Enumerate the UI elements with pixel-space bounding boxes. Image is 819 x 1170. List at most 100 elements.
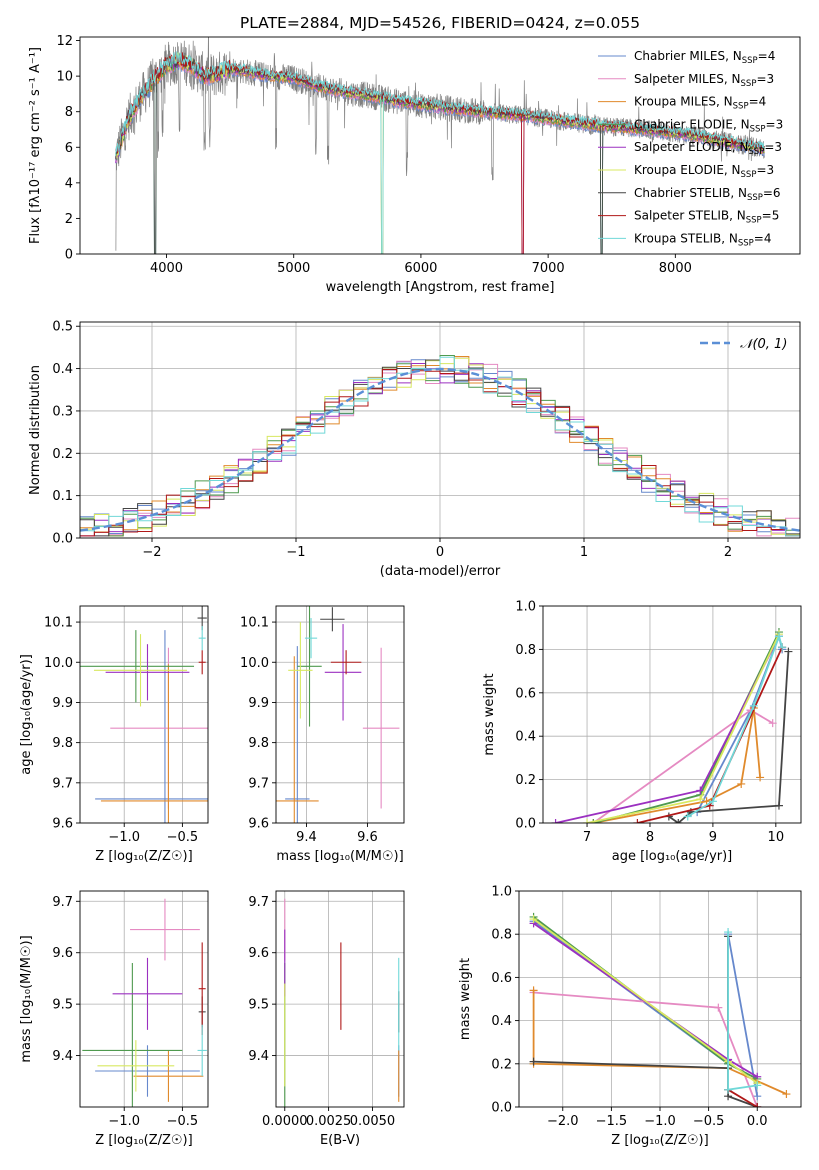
data-point <box>80 630 195 703</box>
data-point <box>100 664 208 823</box>
legend-label-text: Chabrier MILES, N <box>634 49 742 63</box>
legend-label-text: Salpeter MILES, N <box>634 72 741 86</box>
y-tick-label: 9.7 <box>248 776 269 791</box>
legend-label-text: Kroupa ELODIE, N <box>634 163 741 177</box>
x-tick-label: −0.5 <box>693 1114 725 1129</box>
weight-series <box>589 628 783 823</box>
data-point <box>297 606 322 727</box>
x-tick-label: 9.6 <box>357 830 378 845</box>
plot-area <box>80 606 208 823</box>
x-tick-label: 9 <box>709 830 717 845</box>
data-point <box>133 1050 204 1102</box>
y-tick-label: 0.2 <box>491 1057 512 1072</box>
legend-label: Chabrier MILES, NSSP=4 <box>634 49 775 66</box>
weight-series <box>724 928 762 1094</box>
legend-label-suffix: =4 <box>749 95 767 109</box>
x-tick-label: 0.0 <box>747 1114 768 1129</box>
legend-label-sub: SSP <box>738 238 754 248</box>
legend-label-suffix: =3 <box>756 163 774 177</box>
legend-label-sub: SSP <box>748 147 764 157</box>
x-tick-label: 8 <box>646 830 654 845</box>
weight-series <box>583 630 783 823</box>
x-tick-label: −2 <box>142 545 161 560</box>
x-tick-label: −1.0 <box>644 1114 676 1129</box>
weight-series <box>664 647 793 823</box>
x-tick-label: −0.5 <box>167 830 199 845</box>
weight-marker <box>782 1090 791 1099</box>
plot-area <box>115 37 765 254</box>
y-axis-label: mass weight <box>482 673 497 755</box>
legend-label-sub: SSP <box>741 79 757 89</box>
x-axis-label: Z [log₁₀(Z/Z☉)] <box>95 1133 192 1148</box>
x-tick-label: 7000 <box>532 261 565 276</box>
y-tick-label: 4 <box>65 176 73 191</box>
x-tick-label: 0.0025 <box>306 1114 352 1129</box>
data-point <box>197 1024 207 1077</box>
y-tick-label: 9.9 <box>248 696 269 711</box>
weight-marker <box>784 647 793 656</box>
data-point <box>276 656 319 823</box>
legend-label-sub: SSP <box>741 170 757 180</box>
data-point <box>95 630 208 823</box>
legend-label: Salpeter STELIB, NSSP=5 <box>634 209 779 226</box>
weight-marker <box>753 1081 762 1090</box>
legend-label-suffix: =3 <box>756 72 774 86</box>
y-tick-label: 0.4 <box>52 362 73 377</box>
x-axis-label: Z [log₁₀(Z/Z☉)] <box>611 1133 708 1148</box>
weight-marker <box>708 797 717 806</box>
y-axis-label: Normed distribution <box>28 365 43 495</box>
y-tick-label: 10.1 <box>44 616 73 631</box>
legend-label-text: Salpeter ELODIE, N <box>634 140 748 154</box>
legend-label: Kroupa MILES, NSSP=4 <box>634 95 766 112</box>
x-axis-label: wavelength [Angstrom, rest frame] <box>326 280 555 295</box>
plot-area <box>276 606 404 823</box>
y-tick-label: 9.6 <box>248 817 269 832</box>
legend-label-sub: SSP <box>746 216 762 226</box>
panel-age-vs-Z: −1.0 −0.5 9.6 9.7 9.8 9.9 10.0 10.1 Z [log₁₀(Z/Z… <box>19 605 209 864</box>
axes-frame <box>79 890 209 1108</box>
panel-spectrum: 4000 5000 6000 7000 8000 0 2 4 6 8 10 12 wavelength … <box>28 14 801 295</box>
legend-label-sub: SSP <box>742 56 758 66</box>
y-axis-label: mass [log₁₀(M/M☉)] <box>19 935 34 1062</box>
x-tick-label: 9.4 <box>296 830 317 845</box>
weight-series <box>551 632 783 823</box>
panel-age-vs-mass: 9.4 9.6 9.6 9.7 9.8 9.9 10.0 10.1 mass [log₁₀(M/… <box>240 605 405 864</box>
weight-marker <box>529 1057 538 1066</box>
y-tick-label: 0.2 <box>52 447 73 462</box>
y-tick-label: 0.1 <box>52 489 73 504</box>
y-tick-label: 6 <box>65 141 73 156</box>
weight-marker <box>589 819 598 823</box>
weight-marker <box>737 779 746 788</box>
legend-label-suffix: =3 <box>764 140 782 154</box>
axes-frame <box>79 605 209 824</box>
weight-marker <box>529 915 538 924</box>
y-tick-label: 0.6 <box>515 686 536 701</box>
data-point <box>324 624 362 721</box>
weight-marker <box>683 812 692 821</box>
y-tick-label: 9.4 <box>248 1049 269 1064</box>
y-tick-label: 9.8 <box>248 736 269 751</box>
y-tick-label: 0.4 <box>515 730 536 745</box>
y-tick-label: 9.7 <box>248 895 269 910</box>
y-axis-label: Flux [fλ10⁻¹⁷ erg cm⁻² s⁻¹ A⁻¹] <box>28 47 43 244</box>
weight-marker <box>749 701 758 710</box>
y-tick-label: 9.6 <box>52 817 73 832</box>
y-tick-label: 9.7 <box>52 776 73 791</box>
weight-marker <box>778 643 787 652</box>
legend-label: 𝒩(0, 1) <box>740 337 787 352</box>
x-tick-label: 4000 <box>150 261 183 276</box>
x-tick-label: 0 <box>436 545 444 560</box>
data-point <box>93 634 188 707</box>
data-point <box>198 626 206 651</box>
weight-marker <box>753 1103 762 1107</box>
y-tick-label: 12 <box>56 34 73 49</box>
legend-label: Kroupa STELIB, NSSP=4 <box>634 231 772 248</box>
plot-area <box>80 891 208 1107</box>
legend-label-suffix: =4 <box>758 49 776 63</box>
y-tick-label: 0.0 <box>491 1101 512 1116</box>
plot-area <box>519 891 801 1107</box>
weight-marker <box>768 719 777 728</box>
weight-series <box>683 632 787 821</box>
x-axis-label: Z [log₁₀(Z/Z☉)] <box>95 849 192 864</box>
